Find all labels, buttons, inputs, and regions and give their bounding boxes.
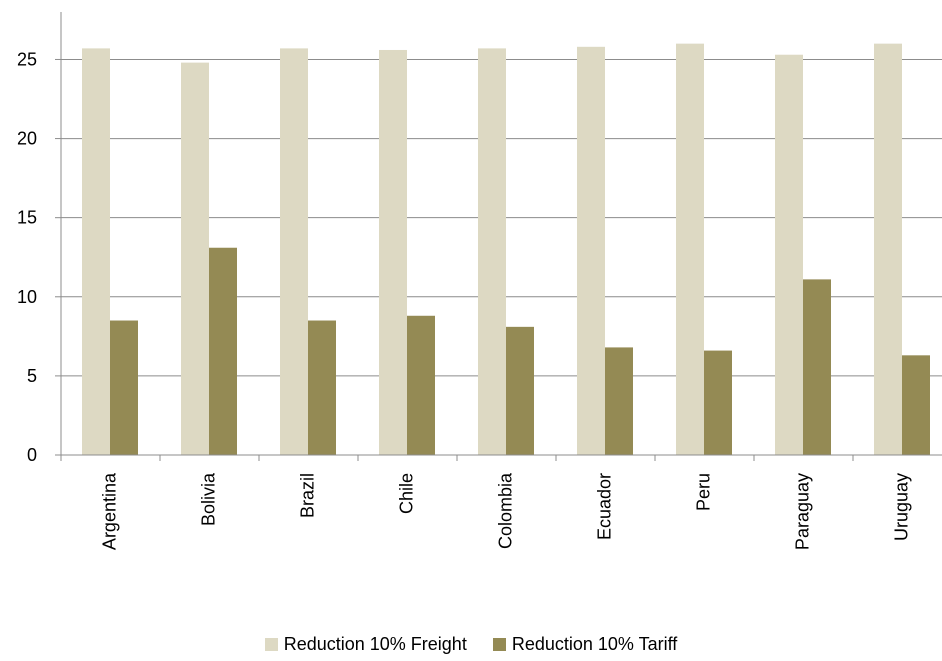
x-tick-labels: Argentina Bolivia Brazil Chile Colombia Ecuad… [100, 472, 912, 550]
legend-item-tariff: Reduction 10% Tariff [492, 634, 678, 655]
y-tick-label: 5 [27, 366, 37, 386]
bar-tariff-uruguay [902, 355, 930, 455]
bar-tariff-brazil [308, 320, 336, 455]
bar-freight-brazil [280, 48, 308, 456]
bar-tariff-peru [704, 350, 732, 455]
bar-freight-bolivia [181, 62, 209, 455]
bar-tariff-argentina [110, 320, 138, 455]
bar-freight-uruguay [874, 43, 902, 456]
x-tick-label: Uruguay [892, 473, 912, 541]
legend-label-tariff: Reduction 10% Tariff [511, 634, 678, 654]
legend-item-freight: Reduction 10% Freight [264, 634, 467, 655]
legend-swatch-tariff [492, 638, 506, 651]
y-tick-labels: 0 5 10 15 20 25 [17, 49, 37, 465]
y-tick-label: 0 [27, 445, 37, 465]
axes [55, 12, 942, 461]
x-tick-label: Ecuador [595, 473, 615, 540]
x-tick-label: Argentina [100, 472, 120, 550]
y-tick-label: 20 [17, 129, 37, 149]
x-tick-label: Brazil [298, 473, 318, 518]
bar-tariff-colombia [506, 326, 534, 455]
legend-label-freight: Reduction 10% Freight [283, 634, 467, 654]
bar-tariff-ecuador [605, 347, 633, 455]
bar-freight-colombia [478, 48, 506, 456]
x-tick-label: Colombia [496, 472, 516, 549]
bars [82, 43, 930, 456]
bar-freight-peru [676, 43, 704, 456]
bar-tariff-bolivia [209, 247, 237, 455]
x-tick-label: Bolivia [199, 472, 219, 526]
bar-tariff-paraguay [803, 279, 831, 455]
x-tick-label: Paraguay [793, 473, 813, 550]
x-tick-label: Chile [397, 473, 417, 514]
y-tick-label: 25 [17, 49, 37, 69]
bar-freight-argentina [82, 48, 110, 456]
bar-freight-chile [379, 49, 407, 455]
bar-tariff-chile [407, 315, 435, 455]
y-tick-label: 10 [17, 287, 37, 307]
y-tick-label: 15 [17, 208, 37, 228]
legend-swatch-freight [264, 638, 278, 651]
bar-freight-ecuador [577, 46, 605, 456]
x-tick-label: Peru [694, 473, 714, 511]
bar-freight-paraguay [775, 54, 803, 455]
legend: Reduction 10% Freight Reduction 10% Tari… [0, 634, 942, 655]
